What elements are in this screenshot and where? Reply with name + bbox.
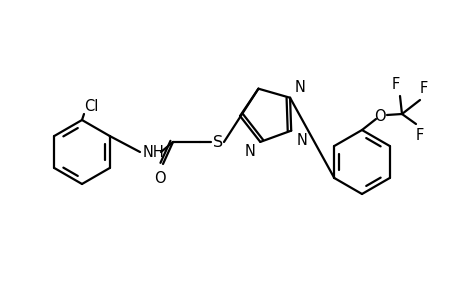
Text: F: F — [415, 128, 423, 143]
Text: N: N — [244, 144, 255, 159]
Text: N: N — [294, 80, 305, 95]
Text: F: F — [419, 81, 427, 96]
Text: NH: NH — [143, 145, 164, 160]
Text: Cl: Cl — [84, 99, 98, 114]
Text: N: N — [296, 133, 307, 148]
Text: F: F — [391, 77, 399, 92]
Text: S: S — [213, 134, 223, 149]
Text: O: O — [154, 171, 165, 186]
Text: O: O — [373, 109, 385, 124]
